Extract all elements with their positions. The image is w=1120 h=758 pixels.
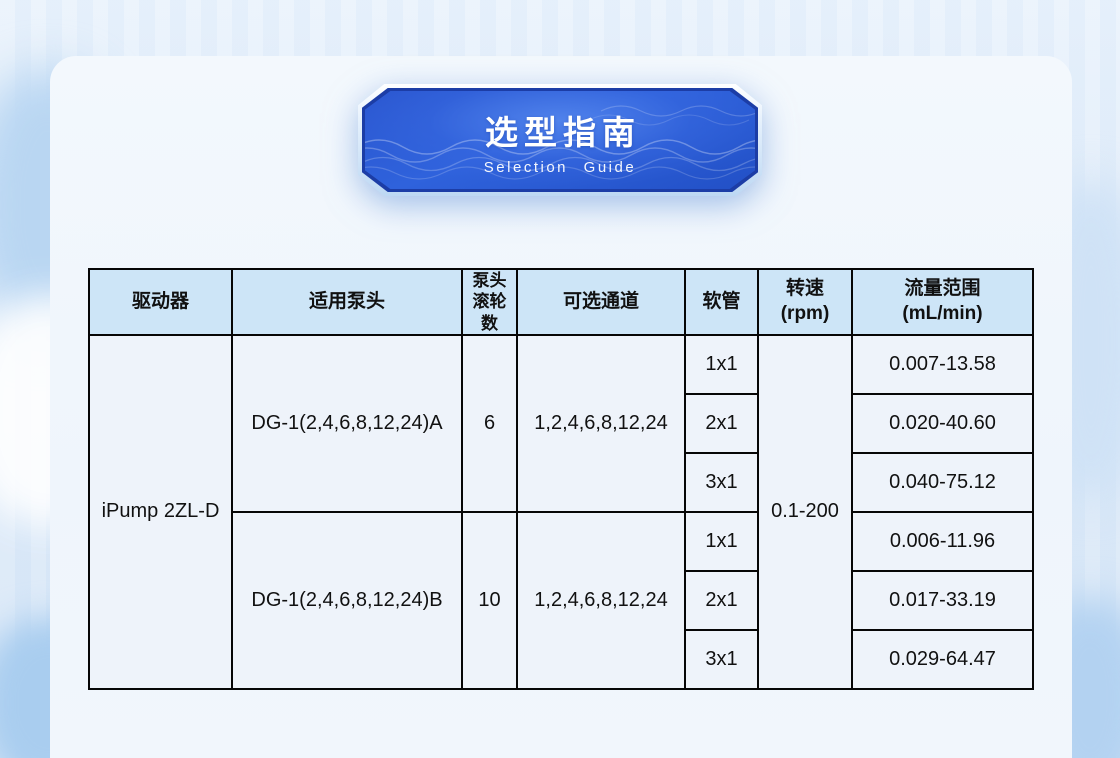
table-row: 3x1 0.029-64.47 bbox=[89, 628, 1034, 690]
cell-tubing: 3x1 bbox=[684, 451, 759, 513]
selection-guide-banner: 选型指南 Selection Guide bbox=[358, 84, 762, 196]
cell-flow-range: 0.040-75.12 bbox=[851, 451, 1034, 513]
header-rollers: 泵头 滚轮数 bbox=[461, 268, 518, 336]
cell-flow-range: 0.006-11.96 bbox=[851, 510, 1034, 572]
cell-channels-a: 1,2,4,6,8,12,24 bbox=[516, 333, 686, 513]
cell-tubing: 1x1 bbox=[684, 333, 759, 395]
table-row: 2x1 0.020-40.60 bbox=[89, 392, 1034, 454]
cell-tubing: 2x1 bbox=[684, 569, 759, 631]
table-row: 3x1 0.040-75.12 bbox=[89, 451, 1034, 513]
header-speed: 转速 (rpm) bbox=[757, 268, 853, 336]
header-tubing: 软管 bbox=[684, 268, 759, 336]
header-flow-line1: 流量范围 bbox=[904, 278, 981, 300]
selection-table: 驱动器 适用泵头 泵头 滚轮数 可选通道 软管 转速 (rpm) 流量范围 (m… bbox=[88, 268, 1034, 690]
cell-rollers-a: 6 bbox=[461, 333, 518, 513]
cell-flow-range: 0.020-40.60 bbox=[851, 392, 1034, 454]
banner-subtitle: Selection Guide bbox=[483, 159, 637, 176]
wave-pattern-icon bbox=[365, 105, 755, 180]
cell-tubing: 1x1 bbox=[684, 510, 759, 572]
header-flow-line2: (mL/min) bbox=[902, 302, 983, 324]
cell-flow-range: 0.007-13.58 bbox=[851, 333, 1034, 395]
table-row: iPump 2ZL-D DG-1(2,4,6,8,12,24)A 6 1,2,4… bbox=[88, 333, 1034, 690]
cell-driver: iPump 2ZL-D bbox=[88, 333, 233, 690]
cell-speed: 0.1-200 bbox=[757, 333, 853, 690]
cell-pump-head-a: DG-1(2,4,6,8,12,24)A bbox=[231, 333, 463, 513]
selection-table-container: 驱动器 适用泵头 泵头 滚轮数 可选通道 软管 转速 (rpm) 流量范围 (m… bbox=[88, 268, 1034, 690]
header-rollers-line2: 滚轮数 bbox=[472, 292, 507, 333]
header-row: 驱动器 适用泵头 泵头 滚轮数 可选通道 软管 转速 (rpm) 流量范围 (m… bbox=[88, 268, 1034, 336]
cell-rollers-b: 10 bbox=[461, 510, 518, 690]
header-rollers-line1: 泵头 bbox=[472, 271, 507, 290]
cell-channels-b: 1,2,4,6,8,12,24 bbox=[516, 510, 686, 690]
cell-flow-range: 0.029-64.47 bbox=[851, 628, 1034, 690]
header-flow-range: 流量范围 (mL/min) bbox=[851, 268, 1034, 336]
cell-tubing: 3x1 bbox=[684, 628, 759, 690]
table-row: DG-1(2,4,6,8,12,24)B 10 1,2,4,6,8,12,24 … bbox=[89, 510, 1034, 690]
banner-title: 选型指南 bbox=[485, 114, 641, 151]
header-speed-line2: (rpm) bbox=[780, 302, 830, 324]
header-channels: 可选通道 bbox=[516, 268, 686, 336]
cell-pump-head-b: DG-1(2,4,6,8,12,24)B bbox=[231, 510, 463, 690]
header-speed-line1: 转速 bbox=[785, 278, 824, 300]
cell-tubing: 2x1 bbox=[684, 392, 759, 454]
table-row: 2x1 0.017-33.19 bbox=[89, 569, 1034, 631]
header-driver: 驱动器 bbox=[88, 268, 233, 336]
cell-flow-range: 0.017-33.19 bbox=[851, 569, 1034, 631]
banner-panel: 选型指南 Selection Guide bbox=[365, 91, 755, 189]
header-pump-head: 适用泵头 bbox=[231, 268, 463, 336]
